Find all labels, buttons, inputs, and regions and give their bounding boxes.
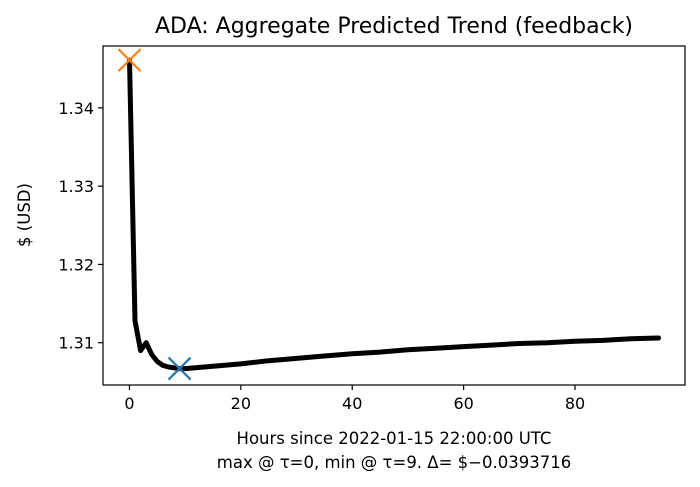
y-axis: 1.31 1.32 1.33 1.34 — [58, 99, 103, 353]
x-axis-label: Hours since 2022-01-15 22:00:00 UTC — [237, 429, 552, 448]
min-marker — [167, 356, 192, 381]
x-tick-label: 40 — [342, 394, 362, 413]
y-tick-label: 1.31 — [58, 334, 94, 353]
y-tick-label: 1.32 — [58, 255, 94, 274]
chart-title: ADA: Aggregate Predicted Trend (feedback… — [155, 14, 633, 39]
x-tick-label: 0 — [124, 394, 134, 413]
x-tick-label: 60 — [453, 394, 473, 413]
max-marker-stroke — [117, 48, 142, 72]
axes-frame — [102, 45, 686, 386]
y-tick-label: 1.33 — [58, 177, 94, 196]
y-axis-label: $ (USD) — [15, 183, 34, 247]
series-line — [127, 57, 661, 372]
max-marker — [117, 48, 142, 72]
plot-area — [117, 48, 661, 381]
x-tick-label: 80 — [565, 394, 585, 413]
x-axis: 0 20 40 60 80 — [124, 385, 585, 413]
y-tick-label: 1.34 — [58, 99, 94, 118]
x-tick-label: 20 — [231, 394, 251, 413]
x-axis-caption: max @ τ=0, min @ τ=9. Δ= $−0.0393716 — [217, 453, 571, 472]
min-marker-stroke — [167, 356, 192, 381]
